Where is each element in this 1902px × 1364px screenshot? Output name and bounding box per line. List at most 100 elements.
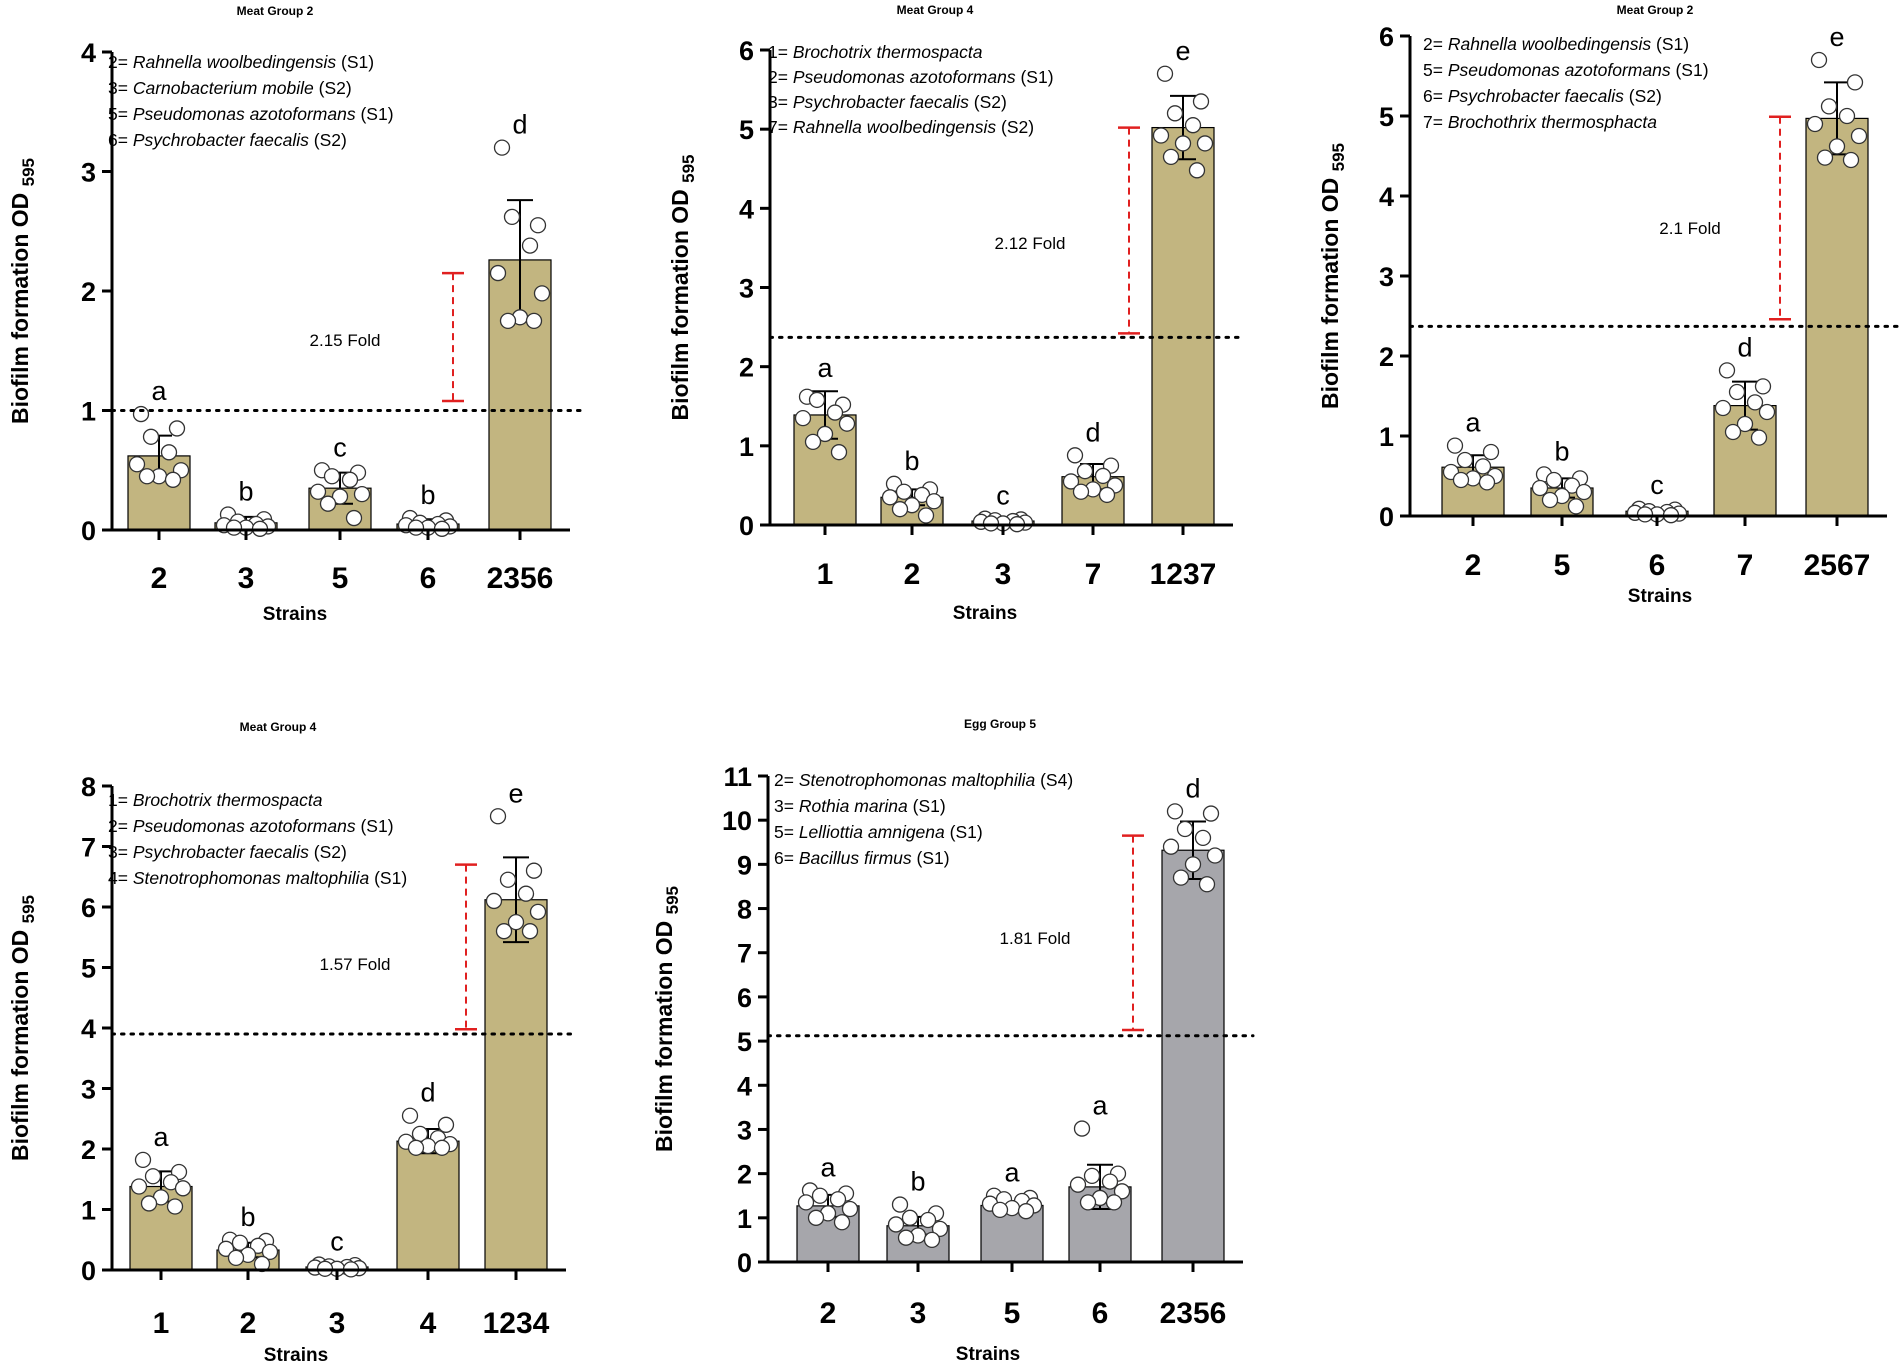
data-point (1456, 451, 1474, 469)
data-point (1714, 399, 1732, 417)
y-tick-label: 4 (81, 38, 96, 68)
data-point (407, 519, 425, 536)
legend-suffix: (S2) (309, 842, 347, 862)
data-point (1636, 506, 1654, 523)
chart-panel: Meat Group 4 a 1 b 2 c 3 d 7 e 1237 0 1 2 3 4 5 6 Biofilm … (667, 3, 1245, 624)
data-point (132, 405, 150, 423)
data-point (1184, 117, 1202, 134)
data-point (1806, 115, 1824, 133)
legend-entry: 5= Pseudomonas azotoformans (S1) (108, 104, 394, 124)
y-axis-label: Biofilm formation OD 595 (7, 158, 38, 424)
data-point (1105, 1194, 1123, 1211)
chart-title: Meat Group 4 (240, 720, 317, 734)
data-point (529, 217, 547, 234)
significance-letter: a (153, 1122, 169, 1152)
legend-number: 3= (108, 842, 133, 862)
data-point (826, 404, 844, 421)
y-axis-label: Biofilm formation OD 595 (1317, 143, 1348, 409)
data-point (345, 509, 363, 527)
legend-entry: 5= Lelliottia amnigena (S1) (774, 822, 983, 842)
data-point (1176, 820, 1194, 838)
data-point (168, 420, 186, 437)
legend-species: Brochotrix thermospacta (133, 790, 323, 810)
data-point (1174, 135, 1192, 152)
y-tick-label: 10 (722, 806, 752, 836)
y-axis-label-text: Biofilm formation OD (651, 914, 677, 1152)
y-tick-label: 4 (81, 1014, 96, 1044)
data-point (917, 507, 935, 524)
data-point (991, 1201, 1009, 1219)
x-tick-label: 1 (817, 558, 834, 591)
data-point (225, 519, 243, 536)
legend-entry: 6= Bacillus firmus (S1) (774, 848, 950, 868)
data-point (833, 1214, 851, 1231)
data-point (353, 485, 371, 503)
legend-species: Rahnella woolbedingensis (1448, 34, 1652, 54)
data-point (1736, 415, 1754, 433)
data-point (227, 1249, 245, 1267)
legend-entry: 7= Rahnella woolbedingensis (S2) (768, 117, 1034, 137)
y-tick-label: 5 (1379, 102, 1394, 132)
y-tick-label: 4 (737, 1071, 752, 1101)
y-tick-label: 2 (737, 1160, 752, 1190)
x-tick-label: 6 (420, 562, 437, 595)
legend-entry: 3= Carnobacterium mobile (S2) (108, 78, 352, 98)
chart-title: Meat Group 4 (897, 3, 974, 17)
legend-number: 7= (768, 117, 793, 137)
y-tick-label: 1 (1379, 422, 1394, 452)
y-tick-label: 7 (81, 833, 96, 863)
legend-entry: 5= Pseudomonas azotoformans (S1) (1423, 60, 1709, 80)
significance-letter: d (512, 110, 527, 140)
data-point (1172, 869, 1190, 886)
significance-letter: b (910, 1167, 925, 1197)
data-point (174, 1180, 192, 1197)
data-point (1162, 148, 1180, 166)
legend-number: 2= (108, 816, 133, 836)
significance-letter: b (1554, 436, 1569, 466)
legend-suffix: (S2) (996, 117, 1034, 137)
legend-number: 3= (108, 78, 133, 98)
significance-letter: c (996, 481, 1010, 511)
y-axis-label-text: Biofilm formation OD (7, 923, 33, 1161)
data-point (811, 1187, 829, 1204)
y-axis-label: Biofilm formation OD 595 (7, 895, 38, 1161)
legend-species: Pseudomonas azotoformans (1448, 60, 1671, 80)
y-tick-label: 8 (737, 895, 752, 925)
data-point (1017, 1203, 1035, 1220)
legend-species: Psychrobacter faecalis (133, 842, 309, 862)
x-tick-label: 7 (1737, 549, 1754, 582)
x-tick-label: 3 (238, 562, 255, 595)
data-point (1166, 105, 1184, 122)
data-point (1728, 383, 1746, 401)
data-point (1820, 98, 1838, 115)
data-point (901, 1209, 919, 1226)
data-point (1094, 467, 1112, 485)
legend-suffix: (S1) (945, 822, 983, 842)
x-tick-label: 2 (1465, 549, 1482, 582)
data-point (1101, 1173, 1119, 1190)
data-point (309, 483, 327, 500)
y-axis-label-subscript: 595 (679, 154, 698, 182)
data-point (1758, 403, 1776, 421)
legend-number: 3= (768, 92, 793, 112)
data-point (891, 1196, 909, 1213)
chart-panel: Meat Group 2 a 2 b 3 c 5 b 6 d 2356 0 1 2 3 4 Biofilm fo… (7, 4, 582, 625)
y-tick-label: 9 (737, 850, 752, 880)
significance-letter: b (420, 480, 435, 510)
y-tick-label: 0 (81, 516, 96, 546)
legend-suffix: (S1) (369, 868, 407, 888)
data-point (1206, 847, 1224, 864)
y-tick-label: 6 (81, 893, 96, 923)
legend-species: Rahnella woolbedingensis (793, 117, 997, 137)
bar (1161, 849, 1225, 1263)
data-point (925, 493, 943, 510)
legend-entry: 3= Psychrobacter faecalis (S2) (108, 842, 347, 862)
data-point (1482, 443, 1500, 461)
legend-entry: 7= Brochothrix thermosphacta (1423, 112, 1657, 132)
data-point (1162, 838, 1180, 855)
data-point (1541, 491, 1559, 509)
data-point (923, 1231, 941, 1249)
y-axis-label-subscript: 595 (663, 886, 682, 914)
y-tick-label: 1 (739, 432, 754, 462)
x-tick-label: 2356 (1160, 1297, 1227, 1330)
